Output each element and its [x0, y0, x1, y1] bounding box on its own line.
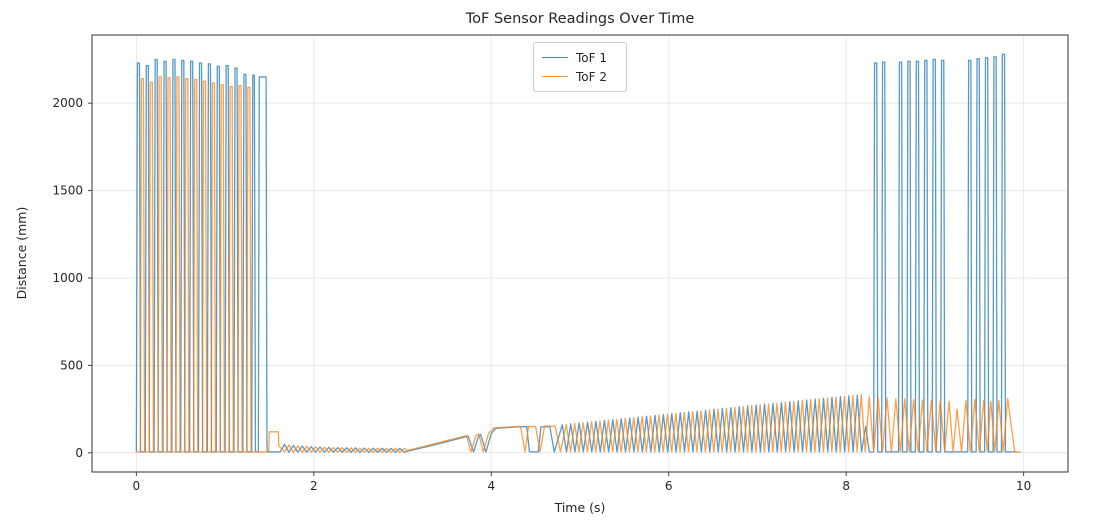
tof1-line-sample [542, 57, 568, 58]
x-tick-label: 4 [487, 479, 495, 493]
chart-title: ToF Sensor Readings Over Time [465, 11, 695, 27]
x-tick-label: 0 [133, 479, 141, 493]
series-line-1 [135, 53, 1017, 453]
y-tick-label: 500 [60, 358, 83, 372]
legend-item-tof1: ToF 1 [542, 48, 618, 67]
legend: ToF 1 ToF 2 [533, 42, 627, 92]
x-axis-label: Time (s) [554, 500, 606, 515]
series-line-2 [136, 76, 1022, 453]
tof2-line-sample [542, 76, 568, 77]
x-tick-label: 8 [842, 479, 850, 493]
x-tick-label: 6 [665, 479, 673, 493]
y-tick-label: 1500 [52, 184, 83, 198]
x-tick-label: 10 [1016, 479, 1031, 493]
legend-label-tof1: ToF 1 [576, 50, 607, 65]
y-tick-label: 1000 [52, 271, 83, 285]
x-tick-label: 2 [310, 479, 318, 493]
legend-item-tof2: ToF 2 [542, 67, 618, 86]
plot-border [91, 34, 1069, 473]
axis-ticks: 0 2 4 6 8 10 0 500 1000 1500 2000 [52, 96, 1031, 493]
legend-label-tof2: ToF 2 [576, 69, 607, 84]
y-tick-label: 0 [75, 446, 83, 460]
data-series [135, 53, 1022, 453]
y-axis-label: Distance (mm) [14, 207, 29, 300]
y-tick-label: 2000 [52, 96, 83, 110]
